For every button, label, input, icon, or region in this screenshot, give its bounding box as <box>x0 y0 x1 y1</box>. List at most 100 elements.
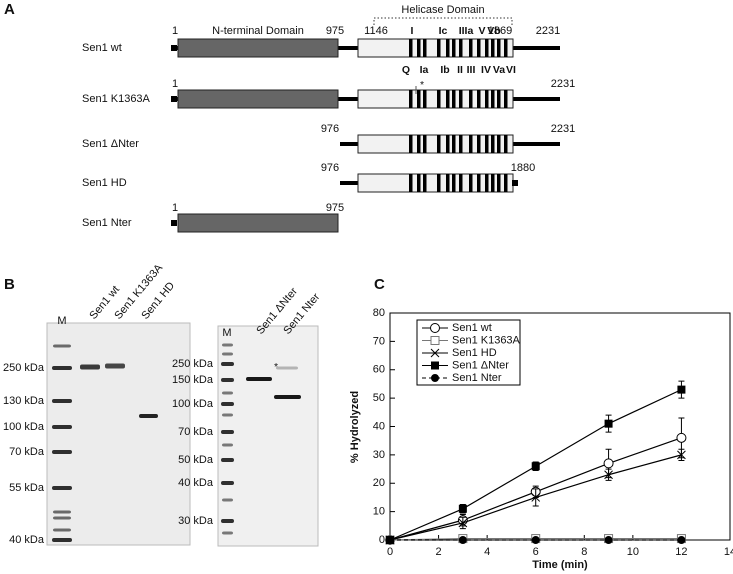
position: 1 <box>172 202 178 214</box>
motif-stripe <box>504 135 508 153</box>
position: 1869 <box>488 25 512 37</box>
motif-stripe <box>446 174 450 192</box>
nter-box <box>177 213 339 233</box>
motif-stripe <box>504 174 508 192</box>
motif-stripe <box>409 90 413 108</box>
motif-stripe <box>497 39 501 57</box>
motif-stripe <box>452 90 456 108</box>
helicase-box <box>357 89 514 109</box>
marker <box>386 536 394 544</box>
marker <box>676 432 687 443</box>
marker <box>677 450 686 460</box>
lane-label: M <box>57 315 66 327</box>
construct-name: Sen1 K1363A <box>82 93 151 105</box>
band <box>246 377 272 381</box>
motif-stripe <box>491 39 495 57</box>
motif-stripe <box>452 39 456 57</box>
contaminant-mark: * <box>274 361 278 373</box>
motif-stripe <box>485 135 489 153</box>
y-tick-label: 80 <box>373 307 385 319</box>
band <box>221 378 234 382</box>
motif-stripe <box>504 39 508 57</box>
band <box>52 425 72 429</box>
motif-stripe <box>409 135 413 153</box>
gel <box>217 325 319 547</box>
band <box>80 364 100 370</box>
band <box>53 528 71 532</box>
motif: V <box>478 25 485 37</box>
y-tick-label: 40 <box>373 420 385 432</box>
x-axis-label: Time (min) <box>532 559 588 571</box>
band <box>139 414 158 418</box>
legend-label: Sen1 HD <box>452 347 497 359</box>
legend-frame <box>416 319 521 386</box>
terminus <box>171 45 177 51</box>
band <box>222 498 233 502</box>
nter-box <box>177 89 339 109</box>
motif-stripe <box>423 135 427 153</box>
marker-label: 70 kDa <box>178 426 214 438</box>
legend-marker <box>431 361 439 370</box>
helicase-box <box>357 134 514 154</box>
motif-stripe <box>417 39 421 57</box>
marker-label: 250 kDa <box>172 358 214 370</box>
band <box>53 516 71 520</box>
motif-stripe <box>423 39 427 57</box>
position: 1146 <box>364 25 388 37</box>
motif-stripe <box>446 39 450 57</box>
marker-label: 100 kDa <box>3 421 45 433</box>
motif: Ia <box>420 64 429 76</box>
motif: I <box>411 25 414 37</box>
motif-stripe <box>497 90 501 108</box>
marker-label: 55 kDa <box>9 482 45 494</box>
motif-stripe <box>452 174 456 192</box>
position: 975 <box>326 202 344 214</box>
motif-stripe <box>409 174 413 192</box>
marker <box>604 536 613 544</box>
marker <box>531 462 540 471</box>
band <box>222 352 233 356</box>
x-tick-label: 14 <box>724 546 733 558</box>
motif-stripe <box>469 135 473 153</box>
construct-name: Sen1 ΔNter <box>82 138 139 150</box>
motif-stripe <box>504 90 508 108</box>
band <box>221 402 234 406</box>
domain-label: Helicase Domain <box>401 4 484 16</box>
motif-stripe <box>491 90 495 108</box>
motif-stripe <box>423 174 427 192</box>
motif-stripe <box>469 39 473 57</box>
position: 976 <box>321 162 339 174</box>
motif-stripe <box>477 174 481 192</box>
motif: IIIa <box>459 25 474 37</box>
x-tick-label: 8 <box>581 546 587 558</box>
motif-stripe <box>446 90 450 108</box>
motif-stripe <box>437 135 441 153</box>
motif: Vb <box>487 25 500 37</box>
motif-stripe <box>459 39 463 57</box>
marker <box>677 385 686 394</box>
position: 2231 <box>551 78 575 90</box>
marker <box>604 419 613 428</box>
motif: VI <box>506 64 516 76</box>
motif-stripe <box>491 135 495 153</box>
band <box>105 363 125 369</box>
position: 2231 <box>536 25 560 37</box>
x-tick-label: 10 <box>627 546 639 558</box>
marker-label: 100 kDa <box>172 398 214 410</box>
helicase-box <box>357 38 514 58</box>
marker-label: 40 kDa <box>9 534 45 546</box>
motif: Ib <box>440 64 449 76</box>
position: 976 <box>321 123 339 135</box>
terminus <box>171 220 177 226</box>
band <box>222 343 233 347</box>
marker <box>458 504 467 513</box>
nter-box <box>177 38 339 58</box>
y-tick-label: 60 <box>373 364 385 376</box>
legend-marker <box>430 348 440 358</box>
marker <box>458 536 467 544</box>
motif-stripe <box>477 90 481 108</box>
gel <box>46 322 191 546</box>
band <box>52 399 72 403</box>
band <box>221 519 234 523</box>
